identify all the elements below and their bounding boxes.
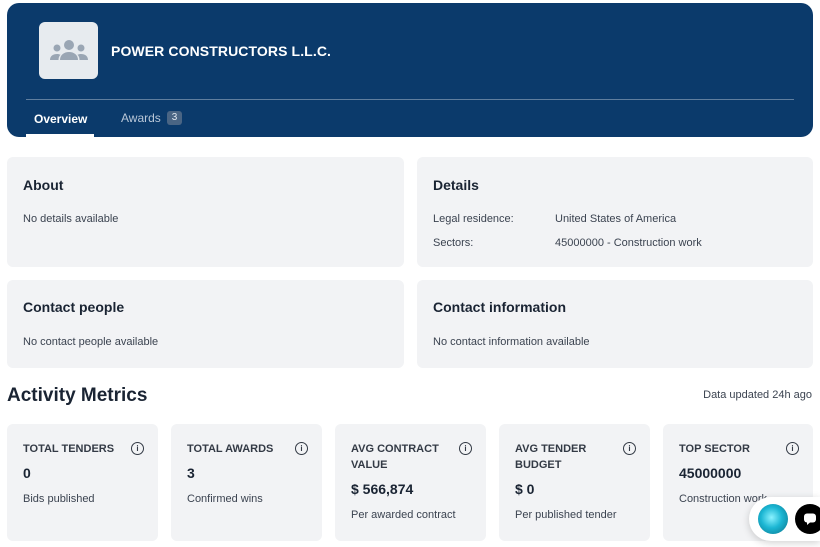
metric-avg-tender-budget: AVG TENDER BUDGET i $ 0 Per published te… xyxy=(499,424,650,541)
details-title: Details xyxy=(433,177,479,193)
assistant-widget[interactable] xyxy=(749,497,820,541)
metric-avg-contract-value: AVG CONTRACT VALUE i $ 566,874 Per award… xyxy=(335,424,486,541)
awards-count-badge: 3 xyxy=(166,111,183,125)
about-title: About xyxy=(23,177,64,193)
company-header: POWER CONSTRUCTORS L.L.C. Overview Award… xyxy=(7,3,813,137)
contact-info-text: No contact information available xyxy=(433,336,590,348)
metric-value: 3 xyxy=(187,465,195,481)
contact-info-title: Contact information xyxy=(433,299,566,315)
metric-value: $ 566,874 xyxy=(351,481,414,497)
active-tab-indicator xyxy=(26,134,94,137)
legal-residence-label: Legal residence: xyxy=(433,213,514,225)
tab-overview[interactable]: Overview xyxy=(34,112,88,126)
info-icon[interactable]: i xyxy=(623,442,636,455)
metric-subtitle: Per awarded contract xyxy=(351,509,456,521)
metric-subtitle: Confirmed wins xyxy=(187,493,263,505)
contact-people-text: No contact people available xyxy=(23,336,159,348)
info-icon[interactable]: i xyxy=(295,442,308,455)
data-updated-text: Data updated 24h ago xyxy=(703,389,812,401)
metric-value: $ 0 xyxy=(515,481,535,497)
metric-subtitle: Construction work xyxy=(679,493,768,505)
contact-people-card: Contact people No contact people availab… xyxy=(7,280,404,368)
contact-info-card: Contact information No contact informati… xyxy=(417,280,813,368)
company-logo xyxy=(39,22,98,79)
users-group-icon xyxy=(49,39,88,60)
legal-residence-value: United States of America xyxy=(555,213,677,225)
metric-label: TOP SECTOR xyxy=(679,443,750,455)
chat-button[interactable] xyxy=(795,504,820,534)
metric-subtitle: Per published tender xyxy=(515,509,617,521)
metric-top-sector: TOP SECTOR i 45000000 Construction work xyxy=(663,424,813,541)
about-text: No details available xyxy=(23,213,119,225)
chat-bubble-icon xyxy=(804,513,816,525)
details-card: Details Legal residence: United States o… xyxy=(417,157,813,267)
assistant-orb-icon[interactable] xyxy=(758,504,788,534)
company-name: POWER CONSTRUCTORS L.L.C. xyxy=(111,43,332,59)
info-icon[interactable]: i xyxy=(459,442,472,455)
sectors-value: 45000000 - Construction work xyxy=(555,237,702,249)
tab-awards-label: Awards xyxy=(121,111,161,125)
tab-awards[interactable]: Awards 3 xyxy=(121,111,183,125)
activity-metrics-title: Activity Metrics xyxy=(7,385,148,406)
metric-total-awards: TOTAL AWARDS i 3 Confirmed wins xyxy=(171,424,322,541)
info-icon[interactable]: i xyxy=(131,442,144,455)
about-card: About No details available xyxy=(7,157,404,267)
metric-total-tenders: TOTAL TENDERS i 0 Bids published xyxy=(7,424,158,541)
metric-label: AVG CONTRACT VALUE xyxy=(351,443,439,471)
header-divider xyxy=(26,99,794,100)
metric-subtitle: Bids published xyxy=(23,493,95,505)
sectors-label: Sectors: xyxy=(433,237,474,249)
metric-value: 0 xyxy=(23,465,31,481)
contact-people-title: Contact people xyxy=(23,299,125,315)
metric-value: 45000000 xyxy=(679,465,742,481)
metric-label: TOTAL AWARDS xyxy=(187,443,274,455)
metric-label: AVG TENDER BUDGET xyxy=(515,443,587,471)
metric-label: TOTAL TENDERS xyxy=(23,443,115,455)
info-icon[interactable]: i xyxy=(786,442,799,455)
